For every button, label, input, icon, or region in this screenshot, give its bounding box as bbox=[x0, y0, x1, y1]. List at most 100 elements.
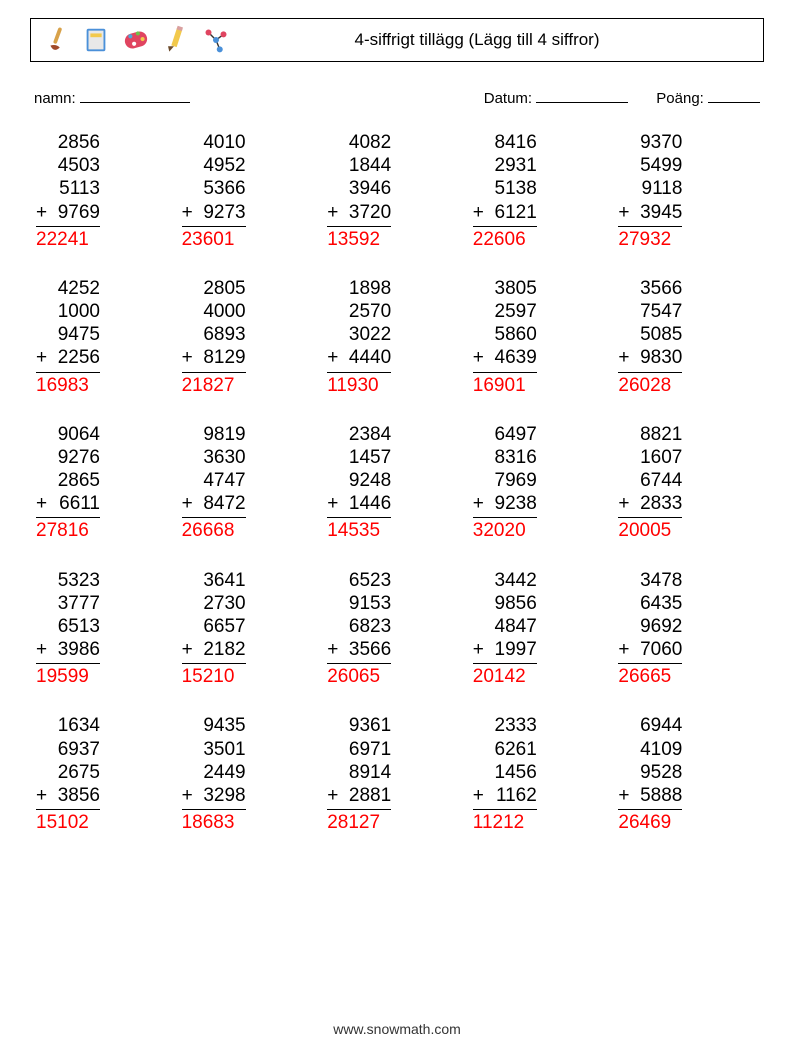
addition-problem: 189825703022+4440 11930 bbox=[327, 277, 473, 397]
answer: 28127 bbox=[327, 811, 391, 834]
addend: 2449 bbox=[194, 761, 246, 784]
operator: + bbox=[327, 638, 339, 661]
sum-rule bbox=[327, 663, 391, 664]
addend: 4440 bbox=[339, 346, 391, 369]
operator: + bbox=[618, 638, 630, 661]
addend: 1457 bbox=[339, 446, 391, 469]
operator: + bbox=[327, 346, 339, 369]
addition-problem: 356675475085+983026028 bbox=[618, 277, 764, 397]
addend: 1446 bbox=[339, 492, 391, 515]
addition-problem: 163469372675+385615102 bbox=[36, 714, 182, 834]
addend: 3566 bbox=[339, 638, 391, 661]
addend: 5366 bbox=[194, 177, 246, 200]
answer: 15102 bbox=[36, 811, 100, 834]
operator: + bbox=[327, 784, 339, 807]
sum-rule bbox=[618, 226, 682, 227]
answer: 11212 bbox=[473, 811, 537, 834]
addend: 2881 bbox=[339, 784, 391, 807]
name-blank bbox=[80, 88, 190, 103]
date-blank bbox=[536, 88, 628, 103]
addition-problem: 280540006893+812921827 bbox=[182, 277, 328, 397]
pencil-icon bbox=[161, 25, 191, 55]
addend: 6497 bbox=[485, 423, 537, 446]
operator: + bbox=[182, 346, 194, 369]
answer: 27816 bbox=[36, 519, 100, 542]
operator: + bbox=[36, 492, 48, 515]
operator: + bbox=[36, 784, 48, 807]
sum-rule bbox=[618, 809, 682, 810]
answer: 23601 bbox=[182, 228, 246, 251]
addend: 2931 bbox=[485, 154, 537, 177]
addition-problem: 841629315138+612122606 bbox=[473, 131, 619, 251]
addend: 3501 bbox=[194, 738, 246, 761]
date-field: Datum: bbox=[484, 88, 629, 107]
answer: 19599 bbox=[36, 665, 100, 688]
addend: 2256 bbox=[48, 346, 100, 369]
addend: 6523 bbox=[339, 569, 391, 592]
addend: 5888 bbox=[630, 784, 682, 807]
answer: 26665 bbox=[618, 665, 682, 688]
operator: + bbox=[36, 346, 48, 369]
addend: 3805 bbox=[485, 277, 537, 300]
addend: 6611 bbox=[48, 492, 100, 515]
addend: 1898 bbox=[339, 277, 391, 300]
addend: 9273 bbox=[194, 201, 246, 224]
answer: 16983 bbox=[36, 374, 100, 397]
addend: 6893 bbox=[194, 323, 246, 346]
addition-problem: 532337776513+398619599 bbox=[36, 569, 182, 689]
answer: 11930 bbox=[327, 374, 391, 397]
addend: 9361 bbox=[339, 714, 391, 737]
addend: 4952 bbox=[194, 154, 246, 177]
sum-rule bbox=[36, 517, 100, 518]
operator: + bbox=[618, 784, 630, 807]
addend: 4639 bbox=[485, 346, 537, 369]
answer: 26028 bbox=[618, 374, 682, 397]
answer: 22241 bbox=[36, 228, 100, 251]
addition-problem: 380525975860+463916901 bbox=[473, 277, 619, 397]
molecule-icon bbox=[201, 25, 231, 55]
answer: 26065 bbox=[327, 665, 391, 688]
addend: 3856 bbox=[48, 784, 100, 807]
addend: 9238 bbox=[485, 492, 537, 515]
addition-problem: 906492762865+661127816 bbox=[36, 423, 182, 543]
addend: 1162 bbox=[485, 784, 537, 807]
answer: 15210 bbox=[182, 665, 246, 688]
addend: 9435 bbox=[194, 714, 246, 737]
addition-problem: 238414579248+144614535 bbox=[327, 423, 473, 543]
addend: 3298 bbox=[194, 784, 246, 807]
addend: 2182 bbox=[194, 638, 246, 661]
addend: 7969 bbox=[485, 469, 537, 492]
header-box: 4-siffrigt tillägg (Lägg till 4 siffror) bbox=[30, 18, 764, 62]
addend: 8472 bbox=[194, 492, 246, 515]
sum-rule bbox=[182, 517, 246, 518]
info-line: namn: Datum: Poäng: bbox=[30, 88, 764, 107]
addend: 2570 bbox=[339, 300, 391, 323]
addend: 3022 bbox=[339, 323, 391, 346]
addend: 3946 bbox=[339, 177, 391, 200]
answer: 26668 bbox=[182, 519, 246, 542]
sum-rule bbox=[182, 372, 246, 373]
sum-rule bbox=[618, 372, 682, 373]
answer: 27932 bbox=[618, 228, 682, 251]
addend: 8416 bbox=[485, 131, 537, 154]
addend: 4010 bbox=[194, 131, 246, 154]
addition-problem: 937054999118+394527932 bbox=[618, 131, 764, 251]
addition-problem: 649783167969+923832020 bbox=[473, 423, 619, 543]
addend: 9153 bbox=[339, 592, 391, 615]
name-field: namn: bbox=[34, 88, 484, 107]
sum-rule bbox=[182, 663, 246, 664]
addend: 5113 bbox=[48, 177, 100, 200]
answer: 32020 bbox=[473, 519, 537, 542]
addend: 1844 bbox=[339, 154, 391, 177]
paintbrush-icon bbox=[41, 25, 71, 55]
sum-rule bbox=[473, 226, 537, 227]
addend: 1997 bbox=[485, 638, 537, 661]
worksheet-title: 4-siffrigt tillägg (Lägg till 4 siffror) bbox=[231, 30, 753, 50]
addend: 8316 bbox=[485, 446, 537, 469]
addend: 5138 bbox=[485, 177, 537, 200]
addend: 9819 bbox=[194, 423, 246, 446]
addend: 4747 bbox=[194, 469, 246, 492]
addend: 3641 bbox=[194, 569, 246, 592]
sum-rule bbox=[618, 663, 682, 664]
addend: 9475 bbox=[48, 323, 100, 346]
